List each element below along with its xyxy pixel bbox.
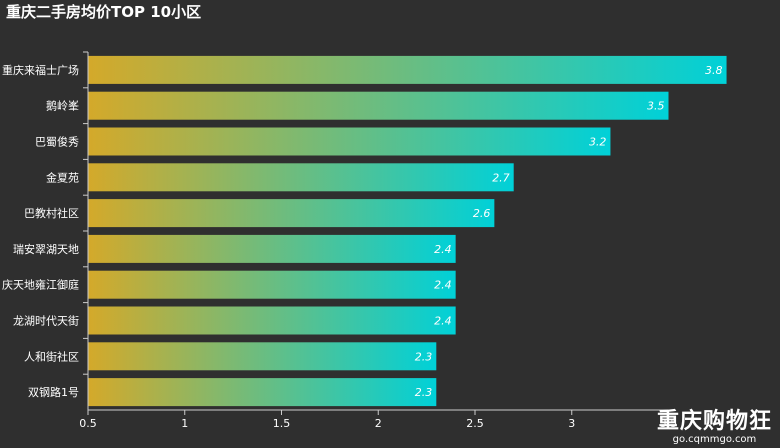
data-label: 3.2 <box>589 136 607 149</box>
bar <box>88 270 456 299</box>
category-label: 人和街社区 <box>24 349 79 363</box>
data-label: 2.4 <box>434 315 452 328</box>
category-label: 金夏苑 <box>46 170 79 184</box>
bar <box>88 163 514 192</box>
watermark-logo: 重庆购物狂 go.cqmmgo.com <box>657 410 772 446</box>
x-tick-label: 2.5 <box>466 417 484 430</box>
category-label: 龙湖时代天街 <box>13 314 79 328</box>
category-label: 巴蜀俊秀 <box>35 135 79 149</box>
chart-title: 重庆二手房均价TOP 10小区 <box>6 3 202 21</box>
data-label: 3.8 <box>705 64 723 77</box>
data-label: 2.3 <box>415 350 433 363</box>
data-label: 2.4 <box>434 243 452 256</box>
category-label: 庆天地雍江御庭 <box>2 278 79 292</box>
x-tick-label: 0.5 <box>79 417 97 430</box>
bar <box>88 199 495 228</box>
category-label: 瑞安翠湖天地 <box>13 242 79 256</box>
x-tick-label: 3.5 <box>660 417 678 430</box>
category-label: 双钢路1号 <box>28 386 79 399</box>
x-tick-label: 2 <box>375 417 382 430</box>
bar <box>88 127 611 156</box>
bar <box>88 234 456 263</box>
category-label: 重庆来福士广场 <box>2 63 79 77</box>
category-label: 巴教村社区 <box>24 206 79 220</box>
data-label: 2.4 <box>434 279 452 292</box>
category-label: 鹅岭峯 <box>46 99 79 113</box>
data-label: 2.7 <box>492 171 510 184</box>
bar <box>88 342 437 371</box>
bar <box>88 306 456 335</box>
x-tick-label: 3 <box>568 417 575 430</box>
bar <box>88 91 669 120</box>
bar <box>88 378 437 407</box>
data-label: 2.3 <box>415 386 433 399</box>
x-tick-label: 1 <box>181 417 188 430</box>
bar <box>88 55 727 84</box>
watermark-sub-text: go.cqmmgo.com <box>672 434 757 445</box>
watermark-main-text: 重庆购物狂 <box>656 409 772 434</box>
x-tick-label: 1.5 <box>273 417 291 430</box>
data-label: 3.5 <box>647 100 665 113</box>
data-label: 2.6 <box>473 207 491 220</box>
